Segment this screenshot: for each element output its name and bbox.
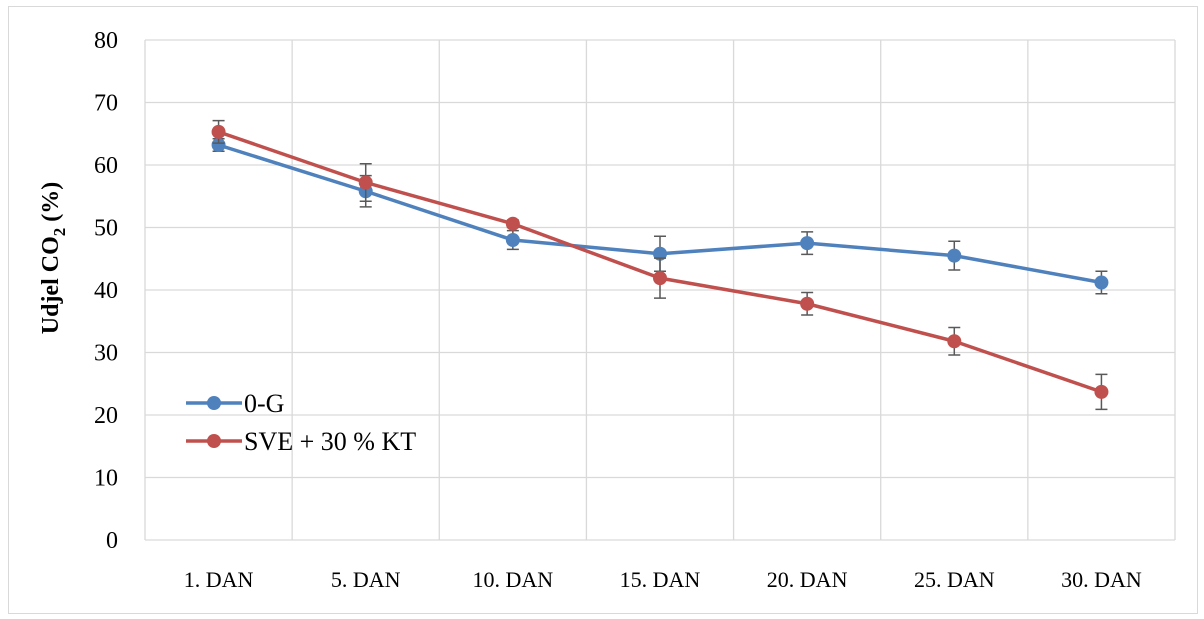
- y-tick-label: 30: [94, 341, 118, 367]
- gridlines: [144, 39, 1176, 541]
- y-tick-label: 10: [94, 466, 118, 492]
- chart-frame: [8, 6, 1198, 614]
- y-tick-label: 70: [94, 91, 118, 117]
- series-2: [211, 119, 1109, 411]
- data-point: [211, 124, 226, 139]
- data-point: [211, 138, 226, 152]
- y-tick-label: 80: [94, 28, 118, 54]
- x-tick-label: 10. DAN: [473, 567, 554, 592]
- data-point: [505, 216, 520, 231]
- data-point: [800, 296, 815, 311]
- data-point: [947, 334, 962, 349]
- series-layer: [211, 119, 1109, 411]
- x-tick-label: 20. DAN: [767, 567, 848, 592]
- x-tick-labels: 1. DAN 5. DAN 10. DAN 15. DAN 20. DAN 25. DAN…: [184, 567, 1142, 592]
- x-tick-label: 25. DAN: [914, 567, 995, 592]
- y-tick-label: 50: [94, 216, 118, 242]
- data-point: [653, 246, 667, 261]
- data-point: [947, 248, 962, 263]
- data-point: [800, 236, 815, 251]
- x-tick-label: 15. DAN: [620, 567, 701, 592]
- y-tick-label: 60: [94, 153, 118, 179]
- data-point: [653, 271, 667, 286]
- legend-label: 0-G: [244, 389, 284, 418]
- legend-swatch-marker: [207, 396, 221, 410]
- y-tick-label: 0: [106, 528, 118, 554]
- x-tick-label: 5. DAN: [331, 567, 401, 592]
- y-tick-label: 40: [94, 278, 118, 304]
- y-tick-labels: 0 10 20 30 40 50 60 70 80: [94, 28, 118, 554]
- data-point: [1094, 384, 1109, 399]
- x-tick-label: 1. DAN: [184, 567, 254, 592]
- legend-swatch-marker: [207, 434, 221, 448]
- data-point: [505, 233, 520, 247]
- x-tick-label: 30. DAN: [1061, 567, 1142, 592]
- data-point: [1094, 275, 1109, 290]
- y-tick-label: 20: [94, 403, 118, 429]
- legend: 0-G SVE + 30 % KT: [186, 389, 416, 456]
- data-point: [358, 175, 373, 190]
- y-axis-label: Udjel CO2 (%): [38, 182, 69, 334]
- legend-label: SVE + 30 % KT: [244, 427, 416, 456]
